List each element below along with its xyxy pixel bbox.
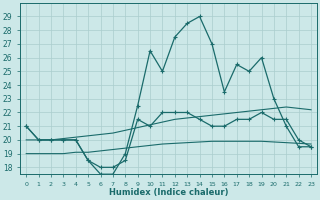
X-axis label: Humidex (Indice chaleur): Humidex (Indice chaleur) [109, 188, 228, 197]
